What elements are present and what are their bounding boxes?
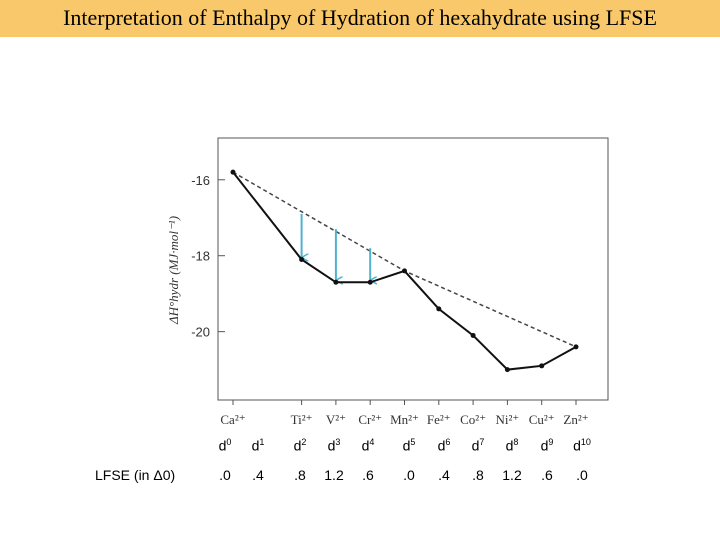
- config-label: d1: [251, 437, 265, 454]
- enthalpy-line: [232, 171, 577, 371]
- config-label: d8: [505, 437, 519, 454]
- data-point: [367, 279, 373, 285]
- lfse-value: .0: [403, 467, 415, 483]
- config-label: d3: [327, 437, 341, 454]
- lfse-value: .6: [541, 467, 553, 483]
- config-label: d9: [540, 437, 554, 454]
- dashed-trend-line: [232, 171, 577, 348]
- dashed-trend-layer: [232, 171, 577, 348]
- x-tick-label: Ca²⁺: [220, 412, 245, 427]
- lfse-value: .0: [219, 467, 231, 483]
- y-tick-label: -18: [191, 249, 210, 264]
- data-point: [436, 306, 442, 312]
- data-point: [333, 279, 339, 285]
- y-tick-label: -20: [191, 325, 210, 340]
- data-point: [470, 332, 476, 338]
- x-tick-label: Cr²⁺: [358, 412, 382, 427]
- config-label: d10: [573, 437, 591, 454]
- lfse-value: .8: [294, 467, 306, 483]
- x-axis: Ca²⁺ Ti²⁺ V²⁺ Cr²⁺ Mn²⁺ Fe²⁺ Co²⁺ Ni²⁺ Cu²⁺ Zn²⁺: [220, 400, 589, 427]
- y-tick-label: -16: [191, 173, 210, 188]
- config-label: d0: [218, 437, 232, 454]
- x-tick-label: Mn²⁺: [390, 412, 419, 427]
- plot-frame: [217, 137, 609, 401]
- config-label: d2: [293, 437, 307, 454]
- lfse-value: .4: [252, 467, 264, 483]
- x-tick-label: Cu²⁺: [529, 412, 555, 427]
- data-point: [539, 363, 545, 369]
- y-axis: -16 -18 -20: [191, 173, 225, 340]
- x-tick-label: Fe²⁺: [427, 412, 451, 427]
- x-tick-label: V²⁺: [326, 412, 346, 427]
- arrow-layer: [300, 213, 371, 280]
- data-line-layer: [230, 169, 579, 373]
- lfse-value: .4: [438, 467, 450, 483]
- lfse-value: .8: [472, 467, 484, 483]
- config-label: d4: [361, 437, 375, 454]
- config-label: d7: [471, 437, 485, 454]
- y-axis-label: ΔH°hydr (MJ·mol⁻¹): [166, 216, 181, 325]
- lfse-value: 1.2: [502, 467, 522, 483]
- lfse-value: .0: [576, 467, 588, 483]
- lfse-value: .6: [362, 467, 374, 483]
- lfse-value: 1.2: [324, 467, 344, 483]
- x-tick-label: Ti²⁺: [291, 412, 313, 427]
- data-point: [402, 268, 407, 274]
- config-label: d5: [402, 437, 416, 454]
- lfse-label: LFSE (in Δ0): [95, 467, 176, 483]
- config-label: d6: [437, 437, 451, 454]
- data-point: [299, 257, 305, 263]
- data-point: [504, 367, 510, 373]
- x-tick-label: Zn²⁺: [563, 412, 588, 427]
- data-point: [573, 344, 579, 350]
- title-bar: Interpretation of Enthalpy of Hydration …: [0, 0, 720, 37]
- slide-title: Interpretation of Enthalpy of Hydration …: [63, 5, 657, 30]
- x-tick-label: Co²⁺: [460, 412, 486, 427]
- x-tick-label: Ni²⁺: [496, 412, 520, 427]
- data-point: [230, 169, 236, 175]
